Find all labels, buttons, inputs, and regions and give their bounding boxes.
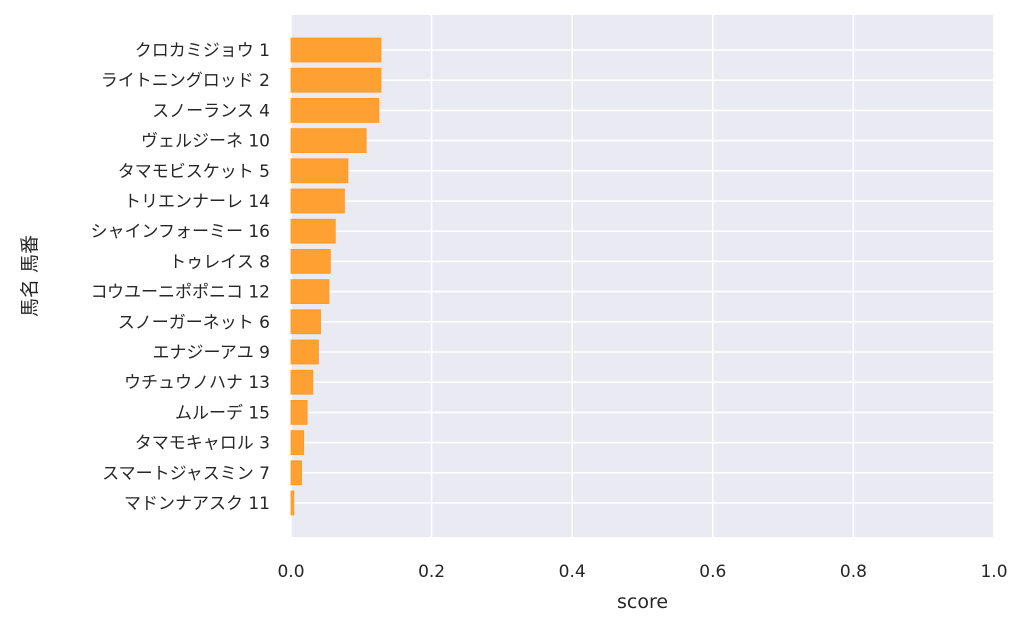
bar (290, 369, 314, 395)
y-tick-label: シャインフォーミー 16 (90, 222, 270, 242)
bar (290, 399, 308, 425)
x-tick-label: 0.0 (277, 562, 304, 582)
bars (290, 37, 382, 516)
y-tick-label: スノーガーネット 6 (118, 313, 270, 333)
plot-area (291, 15, 994, 537)
x-tick-label: 0.8 (840, 562, 867, 582)
y-tick-label: スマートジャスミン 7 (102, 464, 270, 484)
bar (290, 460, 302, 486)
bar (290, 158, 349, 184)
y-tick-label: トゥレイス 8 (169, 252, 270, 272)
y-tick-label: コウユーニポポニコ 12 (91, 283, 270, 303)
x-tick-labels: 0.0 0.2 0.4 0.6 0.8 1.0 (277, 562, 1007, 582)
y-tick-label: タマモビスケット 5 (118, 162, 270, 182)
x-tick-label: 0.4 (559, 562, 586, 582)
y-tick-label: ヴェルジーネ 10 (141, 132, 270, 152)
x-axis-title: score (617, 591, 668, 613)
y-tick-label: トリエンナーレ 14 (124, 192, 270, 212)
y-tick-label: ウチュウノハナ 13 (124, 373, 270, 393)
y-tick-labels: クロカミジョウ 1 ライトニングロッド 2 スノーランス 4 ヴェルジーネ 10 タマモ… (90, 41, 270, 514)
x-tick-label: 0.2 (418, 562, 445, 582)
bar (290, 279, 330, 305)
bar (290, 98, 380, 123)
y-tick-label: ライトニングロッド 2 (101, 71, 270, 91)
y-axis-title: 馬名 馬番 (19, 235, 41, 317)
bar (290, 67, 382, 93)
bar (290, 128, 367, 154)
y-tick-label: マドンナアスク 11 (124, 494, 270, 514)
y-tick-label: ムルーデ 15 (175, 402, 270, 423)
y-tick-label: タマモキャロル 3 (135, 434, 270, 454)
grid-lines (290, 15, 995, 537)
bar (290, 490, 295, 516)
y-tick-label: エナジーアユ 9 (152, 343, 270, 363)
bar (290, 37, 382, 63)
y-tick-label: クロカミジョウ 1 (135, 41, 270, 61)
bar (290, 430, 305, 456)
bar (290, 339, 319, 365)
y-tick-label: スノーランス 4 (152, 101, 270, 121)
bar (290, 188, 345, 214)
x-tick-label: 1.0 (980, 562, 1007, 582)
bar (290, 248, 331, 274)
x-tick-label: 0.6 (699, 562, 726, 582)
bar (290, 309, 321, 335)
bar (290, 218, 336, 244)
